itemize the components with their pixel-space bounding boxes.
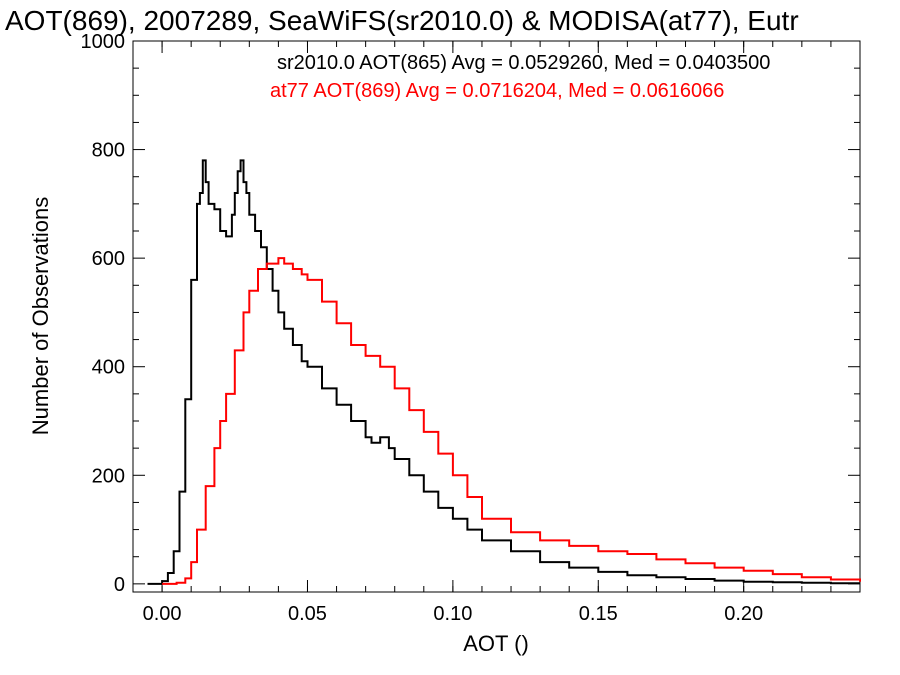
y-tick-label: 600 bbox=[92, 248, 125, 270]
y-tick-label: 200 bbox=[92, 465, 125, 487]
x-axis-label: AOT () bbox=[463, 631, 529, 656]
x-tick-label: 0.20 bbox=[724, 603, 763, 625]
y-tick-label: 800 bbox=[92, 140, 125, 162]
plot-frame bbox=[132, 40, 861, 593]
y-axis-ticks: 0 200 400 600 800 1000 bbox=[81, 31, 860, 596]
x-tick-label: 0.10 bbox=[433, 603, 472, 625]
x-tick-label: 0.15 bbox=[579, 603, 618, 625]
x-tick-label: 0.00 bbox=[143, 603, 182, 625]
x-tick-label: 0.05 bbox=[288, 603, 327, 625]
series-sr2010-histogram bbox=[147, 159, 860, 585]
y-tick-label: 1000 bbox=[81, 31, 126, 53]
chart-title: AOT(869), 2007289, SeaWiFS(sr2010.0) & M… bbox=[5, 5, 799, 36]
legend-entry-sr2010: sr2010.0 AOT(865) Avg = 0.0529260, Med =… bbox=[277, 52, 770, 74]
legend-entry-at77: at77 AOT(869) Avg = 0.0716204, Med = 0.0… bbox=[270, 80, 724, 102]
y-tick-label: 400 bbox=[92, 357, 125, 379]
series-layer bbox=[147, 159, 861, 585]
y-axis-label: Number of Observations bbox=[28, 197, 53, 435]
x-axis-ticks: 0.00 0.05 0.10 0.15 0.20 bbox=[132, 41, 861, 625]
y-tick-label: 0 bbox=[114, 574, 125, 596]
series-at77-histogram bbox=[162, 257, 861, 585]
